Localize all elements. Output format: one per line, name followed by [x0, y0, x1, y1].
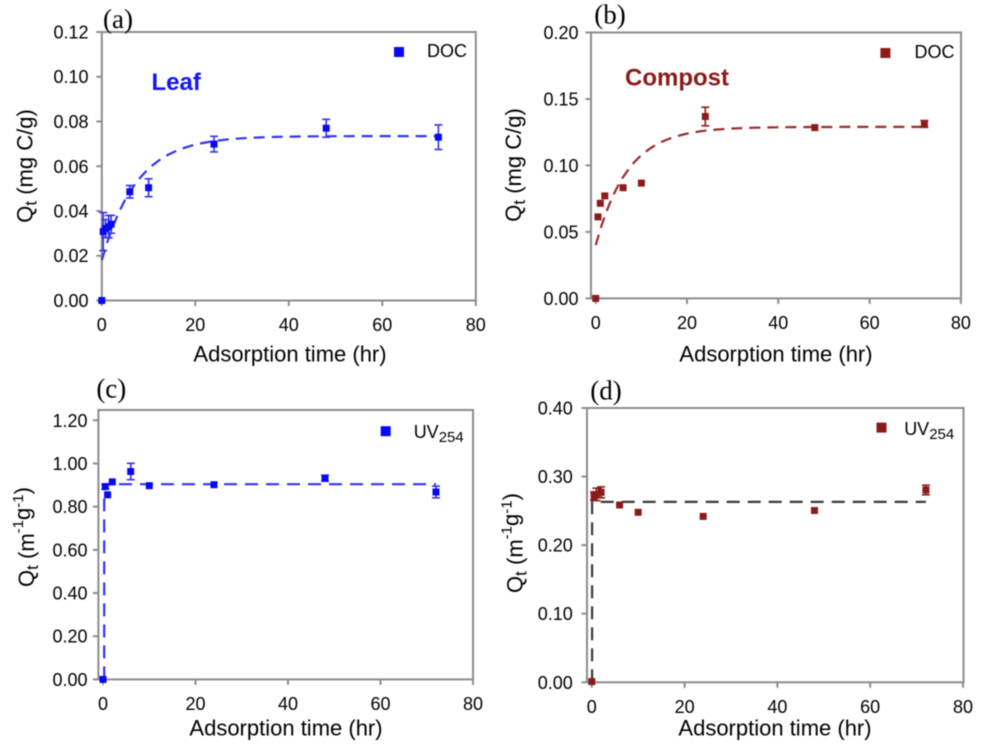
svg-text:Adsorption time (hr): Adsorption time (hr) [193, 342, 386, 367]
svg-text:80: 80 [953, 697, 973, 717]
svg-text:20: 20 [677, 313, 697, 333]
svg-text:60: 60 [372, 315, 392, 335]
svg-text:0.20: 0.20 [538, 536, 573, 556]
svg-text:40: 40 [278, 694, 298, 714]
svg-text:0.60: 0.60 [52, 540, 87, 560]
svg-text:0: 0 [587, 697, 597, 717]
svg-text:Adsorption time (hr): Adsorption time (hr) [189, 716, 382, 741]
svg-text:0.00: 0.00 [543, 289, 578, 309]
svg-text:0: 0 [591, 313, 601, 333]
svg-text:0: 0 [97, 315, 107, 335]
svg-text:60: 60 [860, 697, 880, 717]
svg-text:0.06: 0.06 [53, 157, 88, 177]
svg-text:0.40: 0.40 [52, 584, 87, 604]
svg-text:0.80: 0.80 [52, 497, 87, 517]
svg-text:80: 80 [951, 313, 971, 333]
svg-text:DOC: DOC [915, 42, 955, 62]
svg-text:(c): (c) [96, 373, 126, 403]
svg-text:0.12: 0.12 [53, 23, 88, 43]
svg-text:0.10: 0.10 [53, 67, 88, 87]
svg-text:20: 20 [185, 694, 205, 714]
svg-text:60: 60 [370, 694, 390, 714]
svg-text:0.00: 0.00 [53, 291, 88, 311]
svg-text:0.04: 0.04 [53, 202, 88, 222]
svg-text:Adsorption time (hr): Adsorption time (hr) [679, 342, 872, 367]
svg-text:0.15: 0.15 [543, 90, 578, 110]
svg-text:(b): (b) [594, 0, 625, 30]
svg-text:Compost: Compost [625, 65, 729, 92]
svg-text:0.00: 0.00 [538, 673, 573, 693]
svg-text:0.20: 0.20 [543, 23, 578, 43]
svg-text:0.02: 0.02 [53, 246, 88, 266]
svg-text:20: 20 [185, 315, 205, 335]
svg-text:0.30: 0.30 [538, 467, 573, 487]
svg-text:DOC: DOC [427, 41, 467, 61]
svg-text:0: 0 [98, 694, 108, 714]
svg-text:Qt (mg C/g): Qt (mg C/g) [501, 108, 529, 222]
svg-text:0.20: 0.20 [52, 627, 87, 647]
svg-text:40: 40 [768, 313, 788, 333]
svg-text:80: 80 [463, 694, 483, 714]
svg-text:Qt (mg C/g): Qt (mg C/g) [13, 109, 41, 223]
svg-text:(a): (a) [103, 4, 133, 34]
svg-text:0.05: 0.05 [543, 222, 578, 242]
svg-text:0.00: 0.00 [52, 670, 87, 690]
svg-text:20: 20 [675, 697, 695, 717]
svg-text:Leaf: Leaf [152, 69, 202, 96]
svg-text:Qt (m-1g-1): Qt (m-1g-1) [499, 493, 531, 593]
svg-text:0.40: 0.40 [538, 399, 573, 419]
svg-text:0.08: 0.08 [53, 112, 88, 132]
svg-text:40: 40 [279, 315, 299, 335]
svg-text:40: 40 [767, 697, 787, 717]
svg-text:80: 80 [466, 315, 486, 335]
svg-text:0.10: 0.10 [543, 156, 578, 176]
svg-text:Adsorption time (hr): Adsorption time (hr) [678, 716, 871, 741]
svg-text:60: 60 [860, 313, 880, 333]
svg-text:1.00: 1.00 [52, 454, 87, 474]
svg-text:0.10: 0.10 [538, 604, 573, 624]
svg-text:1.20: 1.20 [52, 411, 87, 431]
svg-text:(d): (d) [590, 376, 621, 406]
